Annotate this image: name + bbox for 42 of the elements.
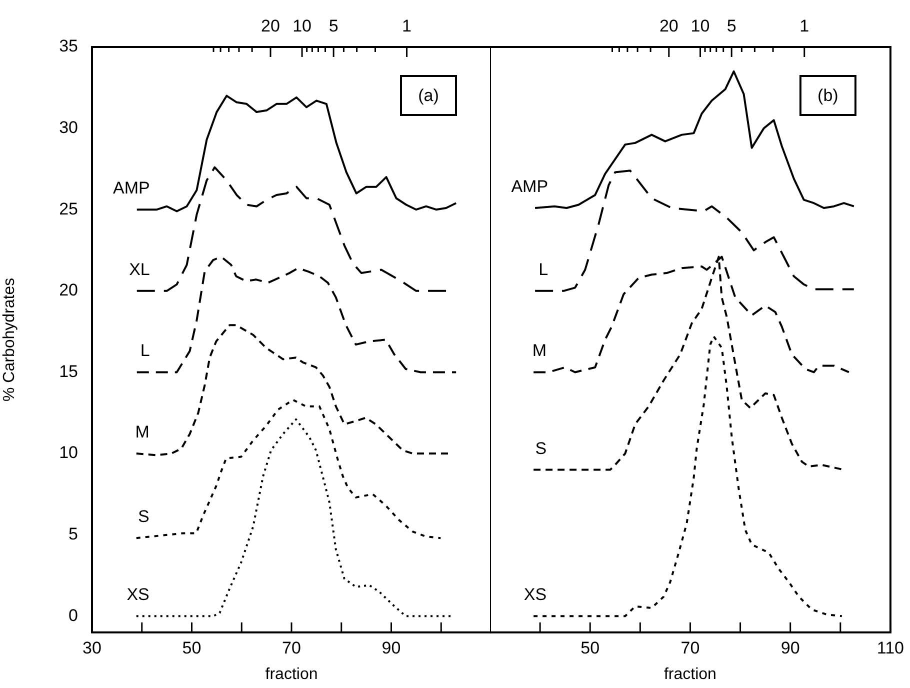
x-tick-label: 30	[82, 638, 102, 658]
x2-tick-label: 5	[726, 16, 736, 36]
x-tick-label: 110	[876, 638, 904, 658]
series-label: XL	[129, 260, 150, 279]
x-axis-title: fraction	[664, 666, 716, 683]
x2-tick-label: 20	[261, 16, 280, 36]
series-label: M	[532, 341, 547, 360]
y-tick-label: 20	[59, 280, 78, 300]
x-tick-label: 90	[382, 638, 401, 658]
series-label: S	[535, 438, 547, 458]
y-axis-title: % Carbohydrates	[1, 278, 18, 402]
x2-tick-label: 10	[690, 16, 710, 36]
series-label: M	[135, 422, 150, 442]
annotation: (b)	[818, 86, 838, 106]
annotation: (a)	[418, 86, 439, 106]
x2-tick-label: 1	[402, 16, 412, 36]
x2-tick-label: 10	[292, 16, 312, 36]
x-axis-title: fraction	[265, 666, 318, 683]
series-label: AMP	[113, 178, 150, 198]
series-label: L	[538, 260, 548, 279]
series-label: AMP	[511, 176, 548, 196]
series-label: XS	[126, 585, 150, 604]
y-tick-label: 10	[59, 443, 78, 462]
line-series	[135, 324, 450, 456]
x-tick-label: 70	[282, 638, 301, 658]
x-tick-label: 70	[680, 638, 700, 658]
x-tick-label: 50	[182, 638, 202, 658]
line-series	[135, 398, 442, 540]
y-tick-label: 5	[68, 524, 78, 544]
x2-tick-label: 20	[659, 16, 678, 36]
y-tick-label: 0	[68, 606, 78, 625]
y-tick-label: 15	[59, 362, 78, 381]
series-label: XS	[524, 585, 547, 604]
x2-tick-label: 1	[800, 16, 810, 36]
y-tick-label: 25	[59, 199, 78, 218]
series-label: S	[138, 507, 150, 526]
x2-tick-label: 5	[328, 16, 338, 36]
y-tick-label: 35	[59, 36, 78, 56]
x-tick-label: 90	[780, 638, 800, 658]
y-tick-label: 30	[59, 118, 78, 137]
series-label: L	[140, 341, 150, 360]
x-tick-label: 50	[580, 638, 600, 658]
